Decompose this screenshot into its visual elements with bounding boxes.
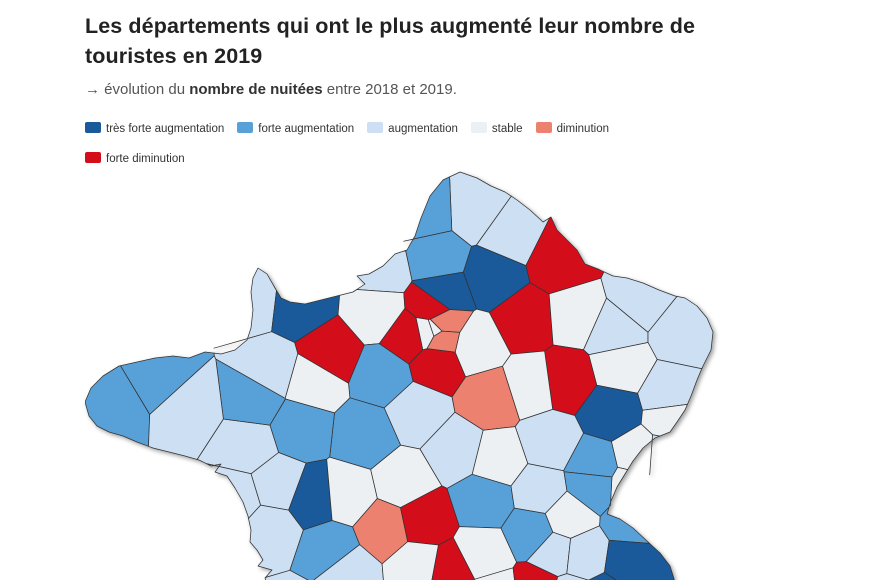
legend-item-fd: forte diminution	[85, 144, 185, 173]
subtitle-prefix: → évolution du	[85, 81, 189, 98]
legend-item-label: augmentation	[388, 123, 458, 135]
legend-color-swatch	[471, 122, 487, 133]
legend-item-label: diminution	[557, 123, 609, 135]
legend-item-s: stable	[471, 114, 523, 143]
legend-item-d: diminution	[536, 114, 609, 143]
department-cell[interactable]	[404, 177, 452, 241]
department-cells	[85, 172, 713, 580]
department-cell[interactable]	[357, 251, 412, 293]
chart-header: Les départements qui ont le plus augment…	[85, 12, 795, 173]
france-departments-choropleth-map	[85, 170, 715, 580]
legend-color-swatch	[237, 122, 253, 133]
page-title: Les départements qui ont le plus augment…	[85, 12, 785, 71]
department-cell[interactable]	[604, 540, 675, 580]
legend-color-swatch	[536, 122, 552, 133]
subtitle: → évolution du nombre de nuitées entre 2…	[85, 81, 795, 98]
legend-color-swatch	[85, 122, 101, 133]
legend-item-label: forte diminution	[106, 153, 185, 165]
legend-color-swatch	[85, 152, 101, 163]
legend-item-label: forte augmentation	[258, 123, 354, 135]
legend-item-tfa: très forte augmentation	[85, 114, 224, 143]
subtitle-bold-term: nombre de nuitées	[189, 81, 322, 98]
legend-item-fa: forte augmentation	[237, 114, 354, 143]
subtitle-suffix: entre 2018 et 2019.	[323, 81, 457, 98]
legend-item-label: très forte augmentation	[106, 123, 224, 135]
legend-color-swatch	[367, 122, 383, 133]
legend-item-label: stable	[492, 123, 523, 135]
legend: très forte augmentation forte augmentatio…	[85, 114, 730, 173]
legend-item-a: augmentation	[367, 114, 458, 143]
